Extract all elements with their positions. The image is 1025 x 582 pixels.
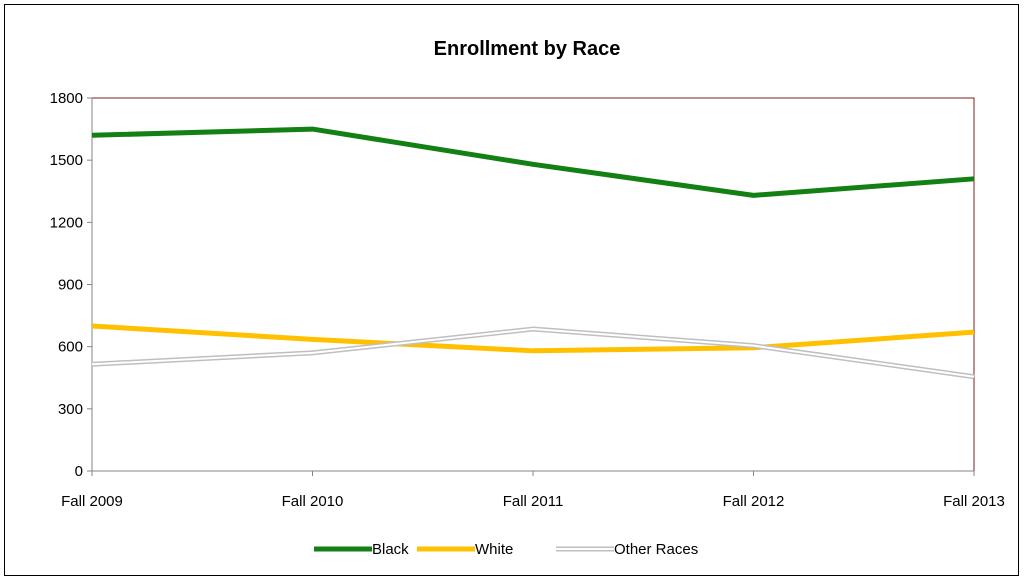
series-line-other-races-inner xyxy=(91,328,975,378)
y-tick-label: 900 xyxy=(58,277,83,294)
series-line-black xyxy=(91,126,975,198)
chart-frame: Enrollment by Race 0 300 600 900 1200 1500 180… xyxy=(4,4,1019,576)
chart-svg: Enrollment by Race 0 300 600 900 1200 1500 180… xyxy=(50,38,1005,558)
x-axis-ticks: Fall 2009 Fall 2010 Fall 2011 Fall 2012 Fall… xyxy=(61,471,1005,510)
legend-label-black: Black xyxy=(372,541,409,558)
x-tick-label: Fall 2009 xyxy=(61,493,123,510)
plot-area-border xyxy=(91,97,975,472)
x-tick-label: Fall 2011 xyxy=(503,493,564,510)
y-tick-label: 600 xyxy=(58,339,83,356)
y-tick-label: 1200 xyxy=(50,214,83,231)
y-axis-ticks: 0 300 600 900 1200 1500 1800 xyxy=(50,90,92,480)
y-tick-label: 1800 xyxy=(50,90,83,107)
legend-label-other-races: Other Races xyxy=(614,541,698,558)
x-tick-label: Fall 2010 xyxy=(282,493,344,510)
x-tick-label: Fall 2012 xyxy=(723,493,785,510)
y-tick-label: 1500 xyxy=(50,152,83,169)
legend: Black White Other Races xyxy=(314,541,698,558)
chart-title: Enrollment by Race xyxy=(434,38,621,60)
series-line-white xyxy=(91,323,975,354)
y-tick-label: 300 xyxy=(58,401,83,418)
x-tick-label: Fall 2013 xyxy=(943,493,1005,510)
series-layer xyxy=(91,126,975,380)
y-tick-label: 0 xyxy=(75,463,83,480)
legend-label-white: White xyxy=(475,541,513,558)
